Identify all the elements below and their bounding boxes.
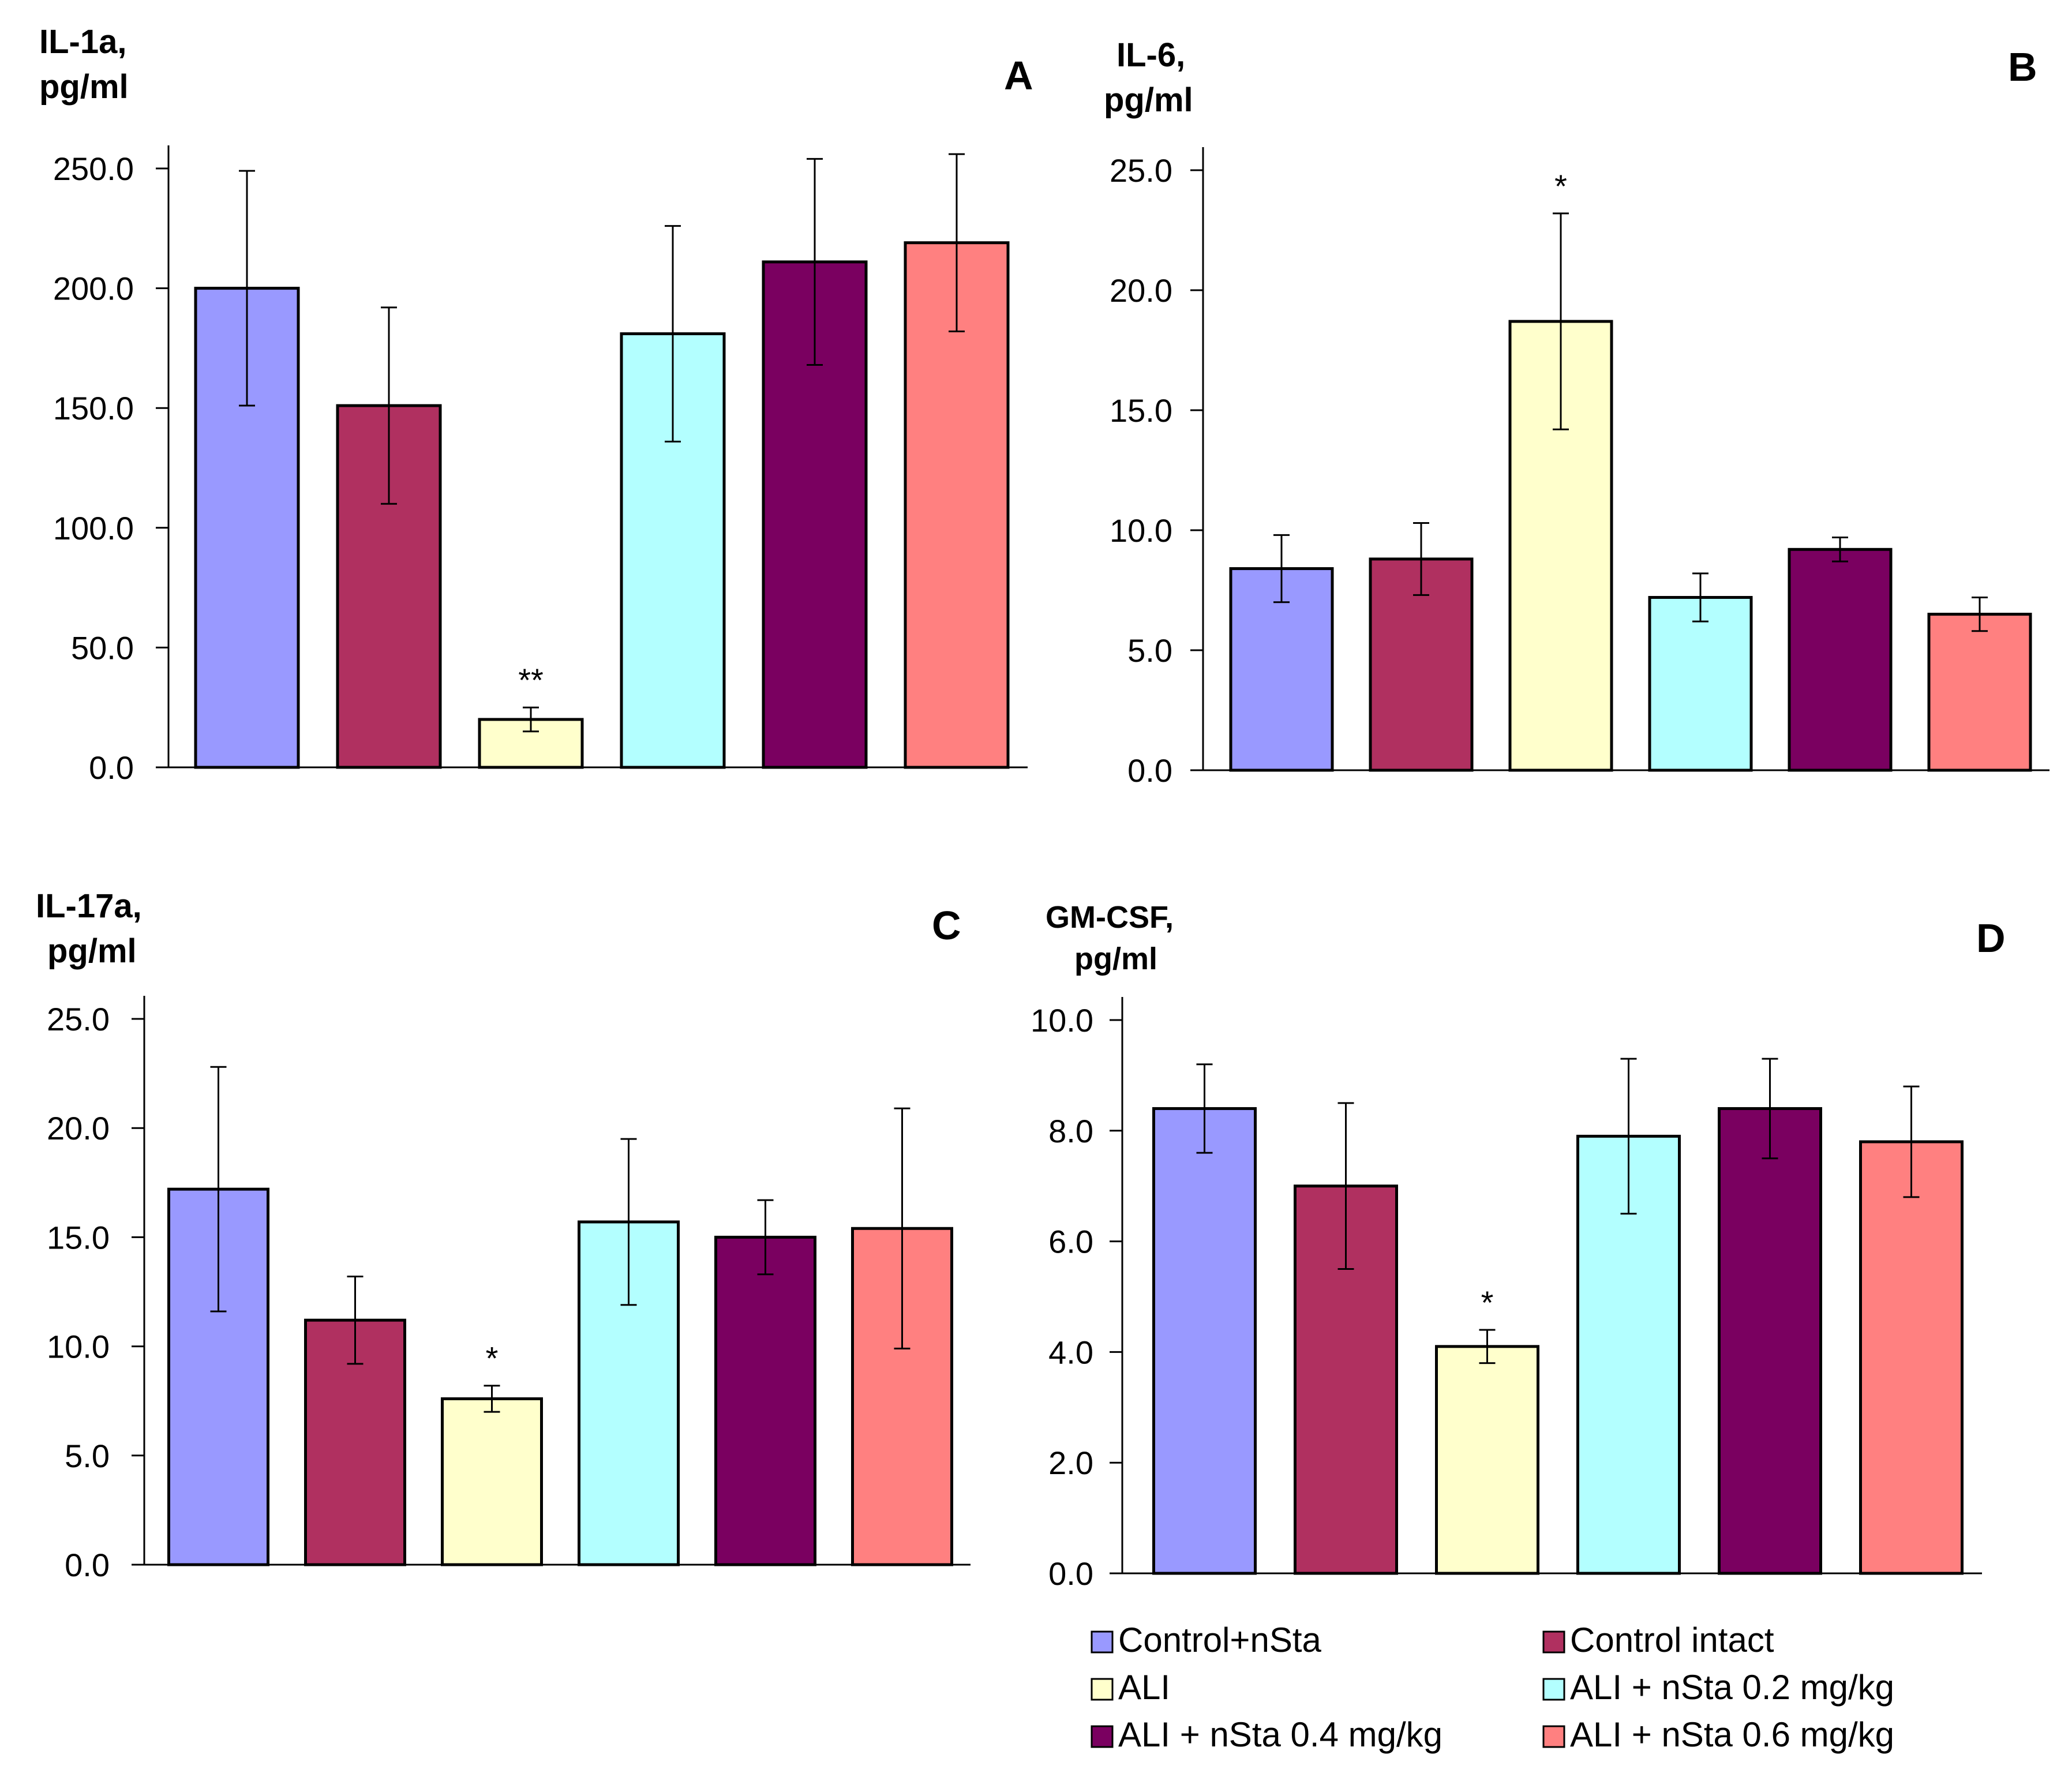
panel-c-y-tick-label: 15.0 [47,1219,110,1255]
panel-b-y-tick-label: 5.0 [1127,632,1172,669]
panel-b-ylabel-line2: pg/ml [1104,81,1193,119]
legend-swatch [1091,1725,1114,1748]
panel-d-significance-label: * [1481,1284,1494,1321]
legend-item: Control intact [1542,1621,1774,1659]
legend-swatch [1091,1630,1114,1654]
panel-a-y-tick-label: 150.0 [53,390,134,426]
panel-c-y-tick-label: 10.0 [47,1329,110,1365]
panel-d-chart: GM-CSF, pg/ml D 0.0 2.0 4.0 6.0 8.0 10.0 * [1031,900,2006,1592]
panel-d-y-tick-label: 0.0 [1048,1555,1093,1592]
panel-a-ylabel-line2: pg/ml [39,68,129,106]
panel-a-y-tick-label: 100.0 [53,510,134,546]
legend-label: Control intact [1570,1621,1774,1659]
panel-b-bar [1927,613,2032,772]
panel-b-y-tick-label: 20.0 [1110,272,1172,309]
legend-label: ALI + nSta 0.2 mg/kg [1570,1668,1894,1707]
panel-c-y-tick-label: 5.0 [65,1438,110,1474]
panel-a-y-tick-label: 50.0 [71,629,134,666]
legend-label: ALI [1118,1668,1170,1707]
panel-c-letter: C [932,903,961,948]
panel-d-bar [1152,1107,1257,1575]
legend: Control+nSta Control intact ALI ALI + nS… [1091,1621,1894,1754]
panel-a-significance-label: ** [518,662,544,698]
panel-d-bar [1718,1107,1822,1575]
panel-d-y-tick-label: 10.0 [1031,1002,1093,1039]
panel-c-chart: IL-17a, pg/ml C 0.0 5.0 10.0 15.0 20.0 25.0 * [36,887,971,1583]
panel-b-y-tick-label: 15.0 [1110,392,1172,429]
panel-a-y-tick-label: 250.0 [53,151,134,187]
panel-c-y-tick-label: 0.0 [65,1547,110,1583]
panel-d-y-tick-label: 8.0 [1048,1113,1093,1149]
legend-item: Control+nSta [1091,1621,1322,1659]
panel-a-bar [762,260,868,769]
panel-b-ylabel-line1: IL-6, [1116,36,1185,74]
panel-a-letter: A [1004,53,1033,98]
panel-d-letter: D [1976,916,2006,961]
panel-c-significance-label: * [486,1340,499,1377]
panel-d-bar [1435,1345,1539,1575]
panel-a-chart: IL-1a, pg/ml A 0.0 50.0 100.0 150.0 200.0 250… [39,23,1033,786]
panel-c-ylabel-line1: IL-17a, [36,887,142,925]
panel-c-bar [441,1397,543,1566]
legend-item: ALI + nSta 0.2 mg/kg [1542,1668,1894,1707]
legend-item: ALI + nSta 0.6 mg/kg [1542,1715,1894,1754]
legend-swatch [1542,1630,1565,1654]
panel-b-y-tick-label: 0.0 [1127,752,1172,789]
panel-b-bar [1788,548,1893,772]
panel-c-ylabel-line2: pg/ml [47,932,137,970]
panel-a-y-tick-label: 0.0 [89,749,134,786]
legend-label: ALI + nSta 0.4 mg/kg [1118,1715,1442,1754]
panel-a-y-tick-label: 200.0 [53,271,134,307]
panel-b-letter: B [2008,44,2037,89]
legend-label: Control+nSta [1118,1621,1322,1659]
panel-b-y-tick-label: 10.0 [1110,512,1172,549]
panel-c-y-tick-label: 20.0 [47,1110,110,1146]
legend-item: ALI + nSta 0.4 mg/kg [1091,1715,1442,1754]
panel-d-y-tick-label: 4.0 [1048,1334,1093,1370]
panel-b-bar [1648,595,1753,772]
panel-d-ylabel-line1: GM-CSF, [1046,900,1174,935]
panel-a-ylabel-line1: IL-1a, [39,23,127,61]
panel-d-ylabel-line2: pg/ml [1074,942,1157,976]
panel-d-bar [1859,1140,1964,1575]
panel-d-y-tick-label: 6.0 [1048,1224,1093,1260]
panel-c-y-tick-label: 25.0 [47,1001,110,1037]
panel-c-bar [714,1235,816,1566]
legend-swatch [1542,1725,1565,1748]
panel-b-y-tick-label: 25.0 [1110,152,1172,189]
legend-swatch [1091,1678,1114,1701]
panel-b-significance-label: * [1554,168,1567,204]
panel-a-bar [478,718,584,769]
legend-label: ALI + nSta 0.6 mg/kg [1570,1715,1894,1754]
legend-item: ALI [1091,1668,1170,1707]
panel-b-chart: IL-6, pg/ml B 0.0 5.0 10.0 15.0 20.0 25.0 * [1104,36,2049,789]
panel-d-y-tick-label: 2.0 [1048,1445,1093,1481]
legend-swatch [1542,1678,1565,1701]
